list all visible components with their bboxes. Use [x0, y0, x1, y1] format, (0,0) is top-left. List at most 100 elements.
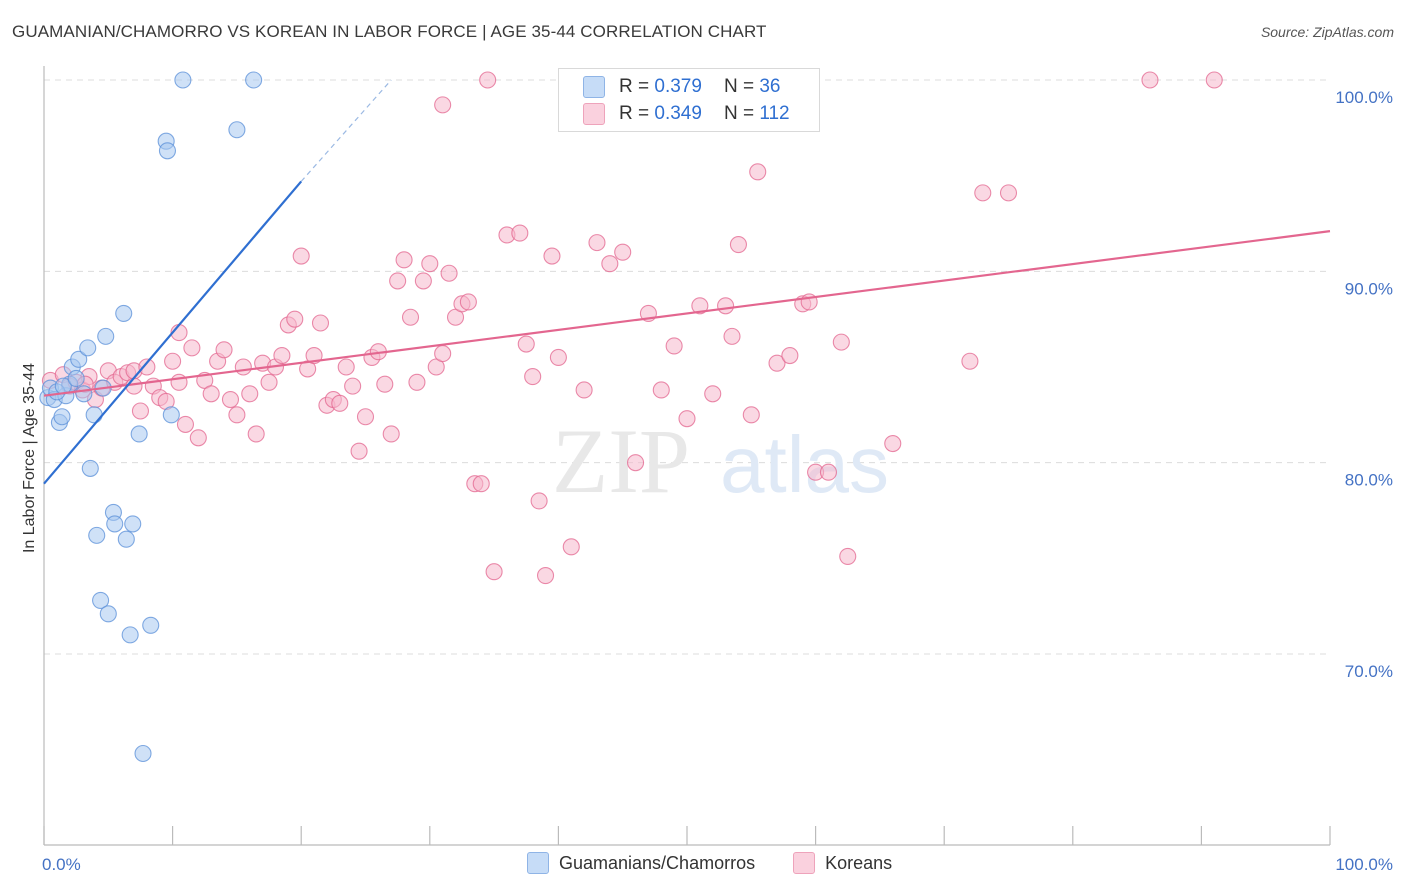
guamanian-point: [121, 626, 139, 644]
korean-point: [350, 442, 368, 460]
korean-point: [389, 272, 407, 290]
guamanian-point: [75, 385, 93, 403]
korean-point: [543, 247, 561, 265]
korean-point: [414, 272, 432, 290]
legend-label: Koreans: [825, 852, 893, 873]
korean-point: [601, 255, 619, 273]
korean-point: [421, 255, 439, 273]
guamanian-point: [124, 515, 142, 533]
legend-swatch-guamanian: [583, 76, 605, 98]
watermark-atlas: atlas: [720, 420, 889, 509]
korean-point: [562, 538, 580, 556]
korean-point: [749, 163, 767, 181]
korean-point: [999, 184, 1018, 202]
korean-point: [234, 358, 252, 376]
guamanian-point: [158, 142, 177, 160]
tick-labels: 100.0% 90.0% 80.0% 70.0% 0.0% 100.0%: [42, 88, 1393, 874]
korean-point: [189, 429, 207, 447]
korean-point: [401, 308, 420, 326]
correlation-legend: R = 0.379 N = 36 R = 0.349 N = 112: [558, 68, 820, 132]
n-label: N =: [723, 76, 755, 97]
korean-point: [627, 454, 645, 472]
korean-point: [176, 415, 195, 433]
guamanian-point: [130, 425, 148, 443]
korean-point: [434, 96, 452, 114]
korean-point: [1205, 71, 1223, 89]
korean-point: [440, 264, 458, 282]
legend-swatch-korean: [583, 103, 605, 125]
x-tick-label: 0.0%: [42, 855, 81, 874]
guamanian-point: [97, 327, 115, 345]
korean-point: [536, 567, 555, 585]
legend-swatch: [793, 852, 816, 874]
korean-point: [652, 381, 670, 399]
korean-point: [183, 339, 201, 357]
korean-point: [704, 385, 722, 403]
guamanian-point: [245, 71, 263, 89]
korean-point: [742, 406, 760, 424]
korean-point: [1141, 71, 1159, 89]
guamanian-point: [81, 459, 99, 477]
korean-point: [395, 251, 413, 269]
korean-point: [260, 373, 278, 391]
korean-point: [273, 346, 291, 365]
korean-point: [575, 381, 593, 399]
r-label: R =: [619, 103, 650, 124]
korean-point: [479, 71, 497, 89]
guamanian-point: [117, 530, 135, 548]
guamanian-point: [228, 121, 246, 139]
korean-point: [717, 297, 735, 315]
korean-point: [331, 394, 349, 412]
korean-point: [832, 333, 850, 351]
watermark: ZIP atlas: [552, 410, 889, 512]
korean-point: [723, 327, 741, 345]
guamanian-point: [106, 515, 124, 533]
guamanian-point: [115, 304, 133, 322]
korean-point: [292, 247, 310, 265]
korean-point: [678, 410, 696, 428]
chart-title: GUAMANIAN/CHAMORRO VS KOREAN IN LABOR FO…: [12, 22, 767, 41]
guamanian-point: [142, 616, 160, 634]
korean-point: [241, 385, 259, 403]
korean-point: [549, 348, 567, 366]
legend-item-koreans: Koreans: [793, 852, 892, 874]
legend-label: Guamanians/Chamorros: [559, 852, 756, 873]
korean-point: [974, 184, 992, 202]
korean-point: [524, 368, 542, 386]
guamanian-point: [99, 605, 117, 623]
korean-point: [588, 234, 606, 252]
korean-point: [884, 434, 902, 453]
korean-point: [729, 235, 747, 254]
guamanian-point: [79, 339, 97, 357]
korean-point: [286, 310, 304, 328]
legend-swatch: [527, 852, 549, 874]
guamanian-point: [53, 408, 71, 426]
korean-point: [228, 406, 246, 424]
korean-trend-line: [43, 230, 1331, 397]
korean-point: [215, 341, 233, 359]
korean-point: [408, 373, 426, 391]
watermark-zip: ZIP: [552, 410, 690, 512]
korean-point: [356, 408, 375, 426]
y-axis-label: In Labor Force | Age 35-44: [21, 363, 38, 553]
guamanian-point: [162, 406, 180, 424]
korean-point: [382, 425, 400, 443]
korean-point: [221, 390, 240, 409]
korean-point: [434, 345, 452, 363]
guamanian-trend-extension: [300, 79, 392, 182]
korean-point: [691, 297, 709, 315]
y-tick-label: 70.0%: [1345, 662, 1393, 681]
korean-point: [839, 547, 857, 565]
korean-point: [247, 425, 265, 443]
korean-point: [819, 463, 838, 481]
korean-point: [305, 346, 323, 365]
r-value: 0.379: [654, 76, 702, 97]
korean-point: [781, 346, 799, 365]
data-points: [39, 71, 1223, 763]
x-tick-label: 100.0%: [1335, 855, 1393, 874]
guamanian-point: [88, 526, 106, 544]
legend-item-guamanians: Guamanians/Chamorros: [527, 852, 755, 874]
y-tick-label: 90.0%: [1345, 279, 1393, 298]
korean-point: [337, 358, 355, 376]
